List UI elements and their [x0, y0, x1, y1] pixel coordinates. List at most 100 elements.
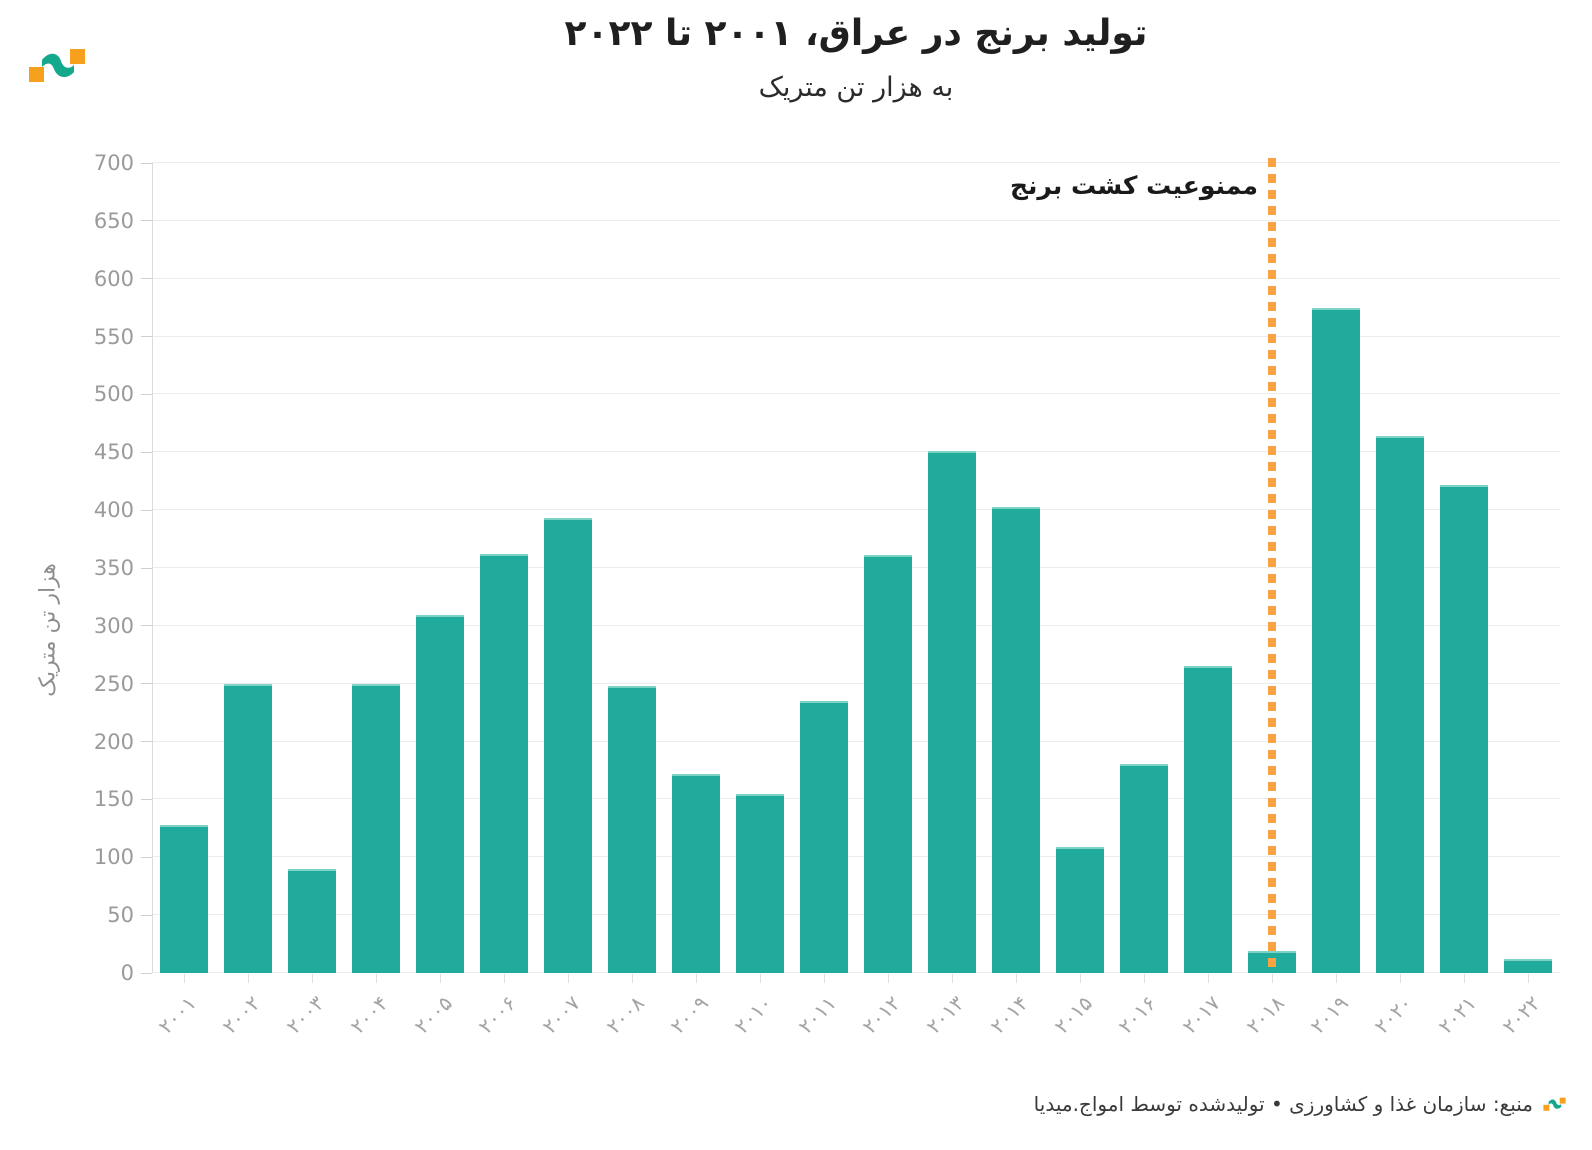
x-label-2007: ۲۰۰۷: [537, 991, 585, 1039]
bar-2002[interactable]: [224, 683, 272, 973]
x-slot: ۲۰۰۶: [472, 973, 536, 1068]
x-slot: ۲۰۲۲: [1496, 973, 1560, 1068]
y-tick-label: 300: [93, 613, 134, 638]
y-tick-100: 100: [94, 845, 152, 869]
x-axis-labels: ۲۰۰۱ ۲۰۰۲ ۲۰۰۳ ۲۰۰۴ ۲۰۰۵ ۲۰۰۶ ۲۰۰۷ ۲۰۰۸ ۲۰۰۹ ۲۰۱۰…: [152, 973, 1560, 1068]
bar-2006[interactable]: [480, 554, 528, 973]
x-tick-mark: [568, 974, 569, 983]
x-label-2017: ۲۰۱۷: [1177, 991, 1225, 1039]
y-tick-250: 250: [94, 672, 152, 696]
y-tick-label: 450: [93, 440, 134, 465]
y-tick-mark: [141, 625, 152, 627]
x-slot: ۲۰۱۸: [1240, 973, 1304, 1068]
x-tick-mark: [760, 974, 761, 983]
bar-2016[interactable]: [1120, 763, 1168, 973]
x-tick-mark: [248, 974, 249, 983]
bar-2004[interactable]: [352, 683, 400, 973]
bar-slot: [984, 163, 1048, 973]
bar-2008[interactable]: [608, 686, 656, 973]
ban-annotation: ممنوعیت کشت برنج: [1009, 171, 1258, 200]
gridline-500: [152, 393, 1560, 395]
gridlines: [152, 162, 1560, 973]
y-tick-label: 500: [93, 382, 134, 407]
bar-2020[interactable]: [1376, 436, 1424, 973]
gridline-250: [152, 682, 1560, 684]
bar-2021[interactable]: [1440, 484, 1488, 973]
bar-slot: [600, 163, 664, 973]
y-axis-title: هزار تن متریک: [35, 563, 61, 697]
bar-slot: [728, 163, 792, 973]
y-tick-label: 200: [93, 729, 134, 754]
gridline-600: [152, 277, 1560, 279]
y-tick-350: 350: [94, 556, 152, 580]
bar-2001[interactable]: [160, 824, 208, 973]
y-tick-label: 50: [107, 903, 134, 928]
gridline-700: [152, 162, 1560, 163]
bar-2005[interactable]: [416, 615, 464, 973]
bar-2010[interactable]: [736, 793, 784, 973]
bar-2007[interactable]: [544, 518, 592, 973]
y-tick-200: 200: [94, 730, 152, 754]
x-label-2013: ۲۰۱۳: [921, 991, 969, 1039]
y-tick-300: 300: [94, 614, 152, 638]
bar-2012[interactable]: [864, 555, 912, 973]
bar-2013[interactable]: [928, 451, 976, 973]
y-tick-label: 100: [93, 845, 134, 870]
x-tick-mark: [504, 974, 505, 983]
bar-2003[interactable]: [288, 868, 336, 973]
gridline-350: [152, 567, 1560, 568]
y-tick-label: 0: [120, 961, 134, 985]
x-label-2002: ۲۰۰۲: [217, 991, 265, 1039]
x-label-2010: ۲۰۱۰: [729, 991, 777, 1039]
x-label-2016: ۲۰۱۶: [1113, 991, 1161, 1039]
x-slot: ۲۰۰۹: [664, 973, 728, 1068]
y-tick-mark: [141, 451, 152, 453]
bar-2014[interactable]: [992, 506, 1040, 973]
bar-slot: [1176, 163, 1240, 973]
bar-2011[interactable]: [800, 701, 848, 973]
y-tick-label: 600: [93, 266, 134, 291]
gridline-650: [152, 219, 1560, 221]
gridline-150: [152, 798, 1560, 800]
x-slot: ۲۰۰۵: [408, 973, 472, 1068]
y-tick-450: 450: [94, 440, 152, 464]
bar-2009[interactable]: [672, 773, 720, 973]
bar-slot: [280, 163, 344, 973]
bar-slot: [1496, 163, 1560, 973]
bar-slot: [856, 163, 920, 973]
y-tick-mark: [141, 856, 152, 858]
x-slot: ۲۰۲۰: [1368, 973, 1432, 1068]
bar-2017[interactable]: [1184, 666, 1232, 973]
ban-rule-line: [1268, 158, 1276, 973]
bar-slot: [536, 163, 600, 973]
x-label-2019: ۲۰۱۹: [1305, 991, 1353, 1039]
bar-2022[interactable]: [1504, 959, 1552, 973]
y-tick-mark: [141, 220, 152, 222]
bar-2019[interactable]: [1312, 307, 1360, 973]
x-slot: ۲۰۰۱: [152, 973, 216, 1068]
x-label-2015: ۲۰۱۵: [1049, 991, 1097, 1039]
y-tick-mark: [141, 567, 152, 569]
x-slot: ۲۰۱۵: [1048, 973, 1112, 1068]
gridline-550: [152, 335, 1560, 337]
gridline-200: [152, 740, 1560, 742]
y-tick-label: 650: [93, 208, 134, 233]
bar-2015[interactable]: [1056, 846, 1104, 973]
y-tick-label: 250: [93, 671, 134, 696]
bar-slot: [1432, 163, 1496, 973]
y-tick-mark: [141, 278, 152, 280]
gridline-450: [152, 451, 1560, 453]
x-slot: ۲۰۰۴: [344, 973, 408, 1068]
footer-logo-icon: [1543, 1097, 1566, 1111]
bar-slot: [408, 163, 472, 973]
x-tick-mark: [440, 974, 441, 983]
y-tick-50: 50: [107, 903, 152, 927]
x-tick-mark: [696, 974, 697, 983]
bar-slot: [1368, 163, 1432, 973]
x-tick-mark: [1080, 974, 1081, 983]
x-tick-mark: [1208, 974, 1209, 983]
x-tick-mark: [824, 974, 825, 983]
x-label-2006: ۲۰۰۶: [473, 991, 521, 1039]
bar-slot: [216, 163, 280, 973]
